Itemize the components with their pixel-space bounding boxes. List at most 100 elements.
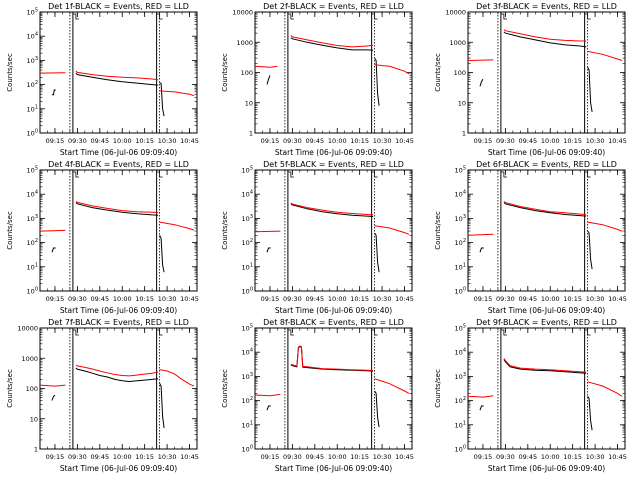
lld-series-line xyxy=(503,358,587,373)
events-series-line xyxy=(52,89,56,96)
x-tick-label: 09:30 xyxy=(283,295,302,303)
y-tick-exponent: 1 xyxy=(35,262,38,268)
y-tick-exponent: 4 xyxy=(35,190,38,196)
y-tick-label: 101 xyxy=(455,420,466,429)
detector-panel-7: Det 7f-BLACK = Events, RED = LLD Counts/s… xyxy=(6,318,199,473)
x-tick-label: 09:15 xyxy=(261,295,280,303)
y-tick-label: 103 xyxy=(27,56,38,65)
x-tick-label: 10:00 xyxy=(541,453,560,461)
x-tick-label: 09:30 xyxy=(283,453,302,461)
x-tick-label: 10:15 xyxy=(350,453,369,461)
y-tick-exponent: 0 xyxy=(463,445,466,451)
events-series-line xyxy=(479,405,484,411)
x-tick-label: 10:45 xyxy=(180,453,199,461)
plot-frame xyxy=(254,169,413,292)
lld-series-line xyxy=(39,384,66,387)
x-tick-label: 10:00 xyxy=(541,137,560,145)
x-tick-label: 10:15 xyxy=(563,295,582,303)
y-tick-label: 103 xyxy=(242,214,253,223)
interval-flag-marker xyxy=(584,171,591,178)
events-series-line xyxy=(266,75,271,85)
events-series-line xyxy=(159,82,165,117)
lld-series-line xyxy=(467,59,494,61)
interval-flag-marker xyxy=(287,329,294,336)
events-series-line xyxy=(479,78,484,87)
events-series-line xyxy=(374,232,380,273)
x-tick-label: 10:15 xyxy=(135,453,154,461)
x-tick-label: 10:30 xyxy=(586,137,605,145)
x-tick-label: 09:45 xyxy=(518,295,537,303)
y-tick-label: 100 xyxy=(455,445,466,454)
x-axis-label: Start Time (06-Jul-06 09:09:40) xyxy=(488,306,605,315)
y-tick-label: 101 xyxy=(242,262,253,271)
events-series-line xyxy=(290,346,374,372)
y-tick-label: 100 xyxy=(27,129,38,138)
x-axis-label: Start Time (06-Jul-06 09:09:40) xyxy=(488,464,605,473)
y-tick-label: 103 xyxy=(27,214,38,223)
interval-flag-marker xyxy=(156,13,163,20)
y-tick-label: 100 xyxy=(27,287,38,296)
x-tick-label: 10:00 xyxy=(328,295,347,303)
events-series-line xyxy=(587,396,593,431)
x-axis-label: Start Time (06-Jul-06 09:09:40) xyxy=(275,148,392,157)
events-series-line xyxy=(75,367,159,383)
detector-panel-9: Det 9f-BLACK = Events, RED = LLD Counts/s… xyxy=(434,318,627,473)
x-tick-label: 09:15 xyxy=(46,295,65,303)
y-tick-label: 1 xyxy=(462,130,466,138)
y-tick-exponent: 3 xyxy=(250,372,253,378)
x-tick-label: 10:15 xyxy=(563,137,582,145)
y-tick-label: 102 xyxy=(242,238,253,247)
y-tick-label: 101 xyxy=(242,420,253,429)
y-axis-label: Counts/sec xyxy=(221,53,229,92)
lld-series-line xyxy=(290,202,374,216)
y-tick-exponent: 1 xyxy=(35,104,38,110)
plot-frame xyxy=(39,169,198,292)
y-axis-label: Counts/sec xyxy=(221,369,229,408)
events-series-line xyxy=(374,57,380,106)
lld-series-line xyxy=(75,364,159,377)
lld-series-line xyxy=(254,230,281,233)
x-tick-label: 10:15 xyxy=(350,137,369,145)
y-axis-label: Counts/sec xyxy=(434,53,442,92)
y-tick-exponent: 4 xyxy=(463,348,466,354)
y-tick-exponent: 2 xyxy=(35,80,38,86)
y-tick-exponent: 3 xyxy=(250,214,253,220)
x-tick-label: 10:00 xyxy=(541,295,560,303)
plot-frame xyxy=(254,327,413,450)
y-tick-exponent: 4 xyxy=(463,190,466,196)
lld-series-line xyxy=(75,70,159,81)
x-tick-label: 09:15 xyxy=(474,295,493,303)
y-tick-label: 100 xyxy=(242,287,253,296)
y-tick-label: 103 xyxy=(455,372,466,381)
lld-series-line xyxy=(290,34,374,48)
x-tick-label: 10:45 xyxy=(395,453,414,461)
interval-flag-marker xyxy=(287,13,294,20)
detector-panel-2: Det 2f-BLACK = Events, RED = LLD Counts/s… xyxy=(221,2,414,157)
y-tick-exponent: 5 xyxy=(463,324,466,330)
x-tick-label: 09:45 xyxy=(518,453,537,461)
y-tick-label: 1000 xyxy=(21,355,38,363)
y-tick-exponent: 1 xyxy=(463,420,466,426)
interval-flag-marker xyxy=(72,329,79,336)
plot-frame xyxy=(467,169,626,292)
x-tick-label: 10:45 xyxy=(608,453,627,461)
x-tick-label: 10:15 xyxy=(350,295,369,303)
y-tick-exponent: 4 xyxy=(35,32,38,38)
panel-title: Det 6f-BLACK = Events, RED = LLD xyxy=(476,160,617,169)
detector-panel-8: Det 8f-BLACK = Events, RED = LLD Counts/s… xyxy=(221,318,414,473)
detector-panel-3: Det 3f-BLACK = Events, RED = LLD Counts/s… xyxy=(434,2,627,157)
lld-series-line xyxy=(39,229,66,232)
lld-series-line xyxy=(254,65,278,68)
lld-series-line xyxy=(254,393,281,397)
lld-series-line xyxy=(374,64,410,75)
x-tick-label: 09:45 xyxy=(305,137,324,145)
x-tick-label: 10:00 xyxy=(328,137,347,145)
x-tick-label: 10:30 xyxy=(586,453,605,461)
x-tick-label: 10:15 xyxy=(135,295,154,303)
interval-flag-marker xyxy=(584,13,591,20)
y-tick-label: 105 xyxy=(27,166,38,175)
events-series-line xyxy=(503,202,587,217)
x-tick-label: 09:30 xyxy=(68,137,87,145)
x-tick-label: 09:45 xyxy=(90,453,109,461)
x-tick-label: 09:45 xyxy=(518,137,537,145)
